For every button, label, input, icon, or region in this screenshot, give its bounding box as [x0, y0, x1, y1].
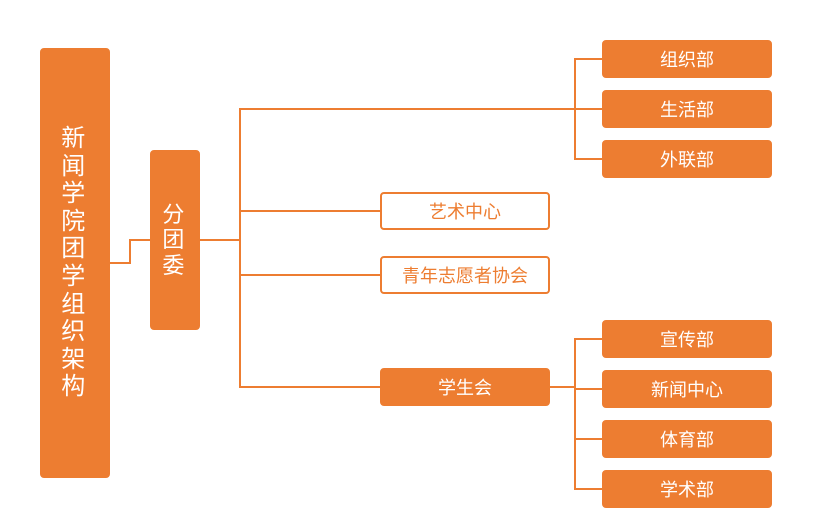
node-label: 学生会 — [438, 374, 492, 400]
node-root: 新 闻 学 院 团 学 组 织 架 构 — [40, 48, 110, 478]
node-label: 艺术中心 — [429, 198, 501, 224]
node-label: 新 闻 学 院 团 学 组 织 架 构 — [61, 125, 89, 401]
node-label: 新闻中心 — [651, 376, 723, 402]
edge — [200, 211, 380, 240]
node-dept-life: 生活部 — [602, 90, 772, 128]
node-dept-pub: 宣传部 — [602, 320, 772, 358]
node-dept-news: 新闻中心 — [602, 370, 772, 408]
node-dept-org: 组织部 — [602, 40, 772, 78]
node-ftw: 分 团 委 — [150, 150, 200, 330]
node-label: 宣传部 — [660, 326, 714, 352]
edge — [575, 109, 602, 159]
node-su: 学生会 — [380, 368, 550, 406]
node-dept-pe: 体育部 — [602, 420, 772, 458]
edge — [110, 240, 150, 263]
node-label: 生活部 — [660, 96, 714, 122]
node-label: 学术部 — [660, 476, 714, 502]
node-dept-acad: 学术部 — [602, 470, 772, 508]
node-dept-ext: 外联部 — [602, 140, 772, 178]
edge — [200, 240, 380, 387]
edge — [200, 240, 380, 275]
node-label: 体育部 — [660, 426, 714, 452]
node-label: 外联部 — [660, 146, 714, 172]
node-label: 青年志愿者协会 — [402, 262, 528, 288]
node-arts: 艺术中心 — [380, 192, 550, 230]
node-label: 组织部 — [660, 46, 714, 72]
node-label: 分 团 委 — [162, 202, 187, 278]
node-volunteer: 青年志愿者协会 — [380, 256, 550, 294]
edge — [575, 59, 602, 109]
edge — [550, 339, 602, 387]
org-chart: 新 闻 学 院 团 学 组 织 架 构 分 团 委 艺术中心青年志愿者协会学生会 组织… — [0, 0, 829, 524]
